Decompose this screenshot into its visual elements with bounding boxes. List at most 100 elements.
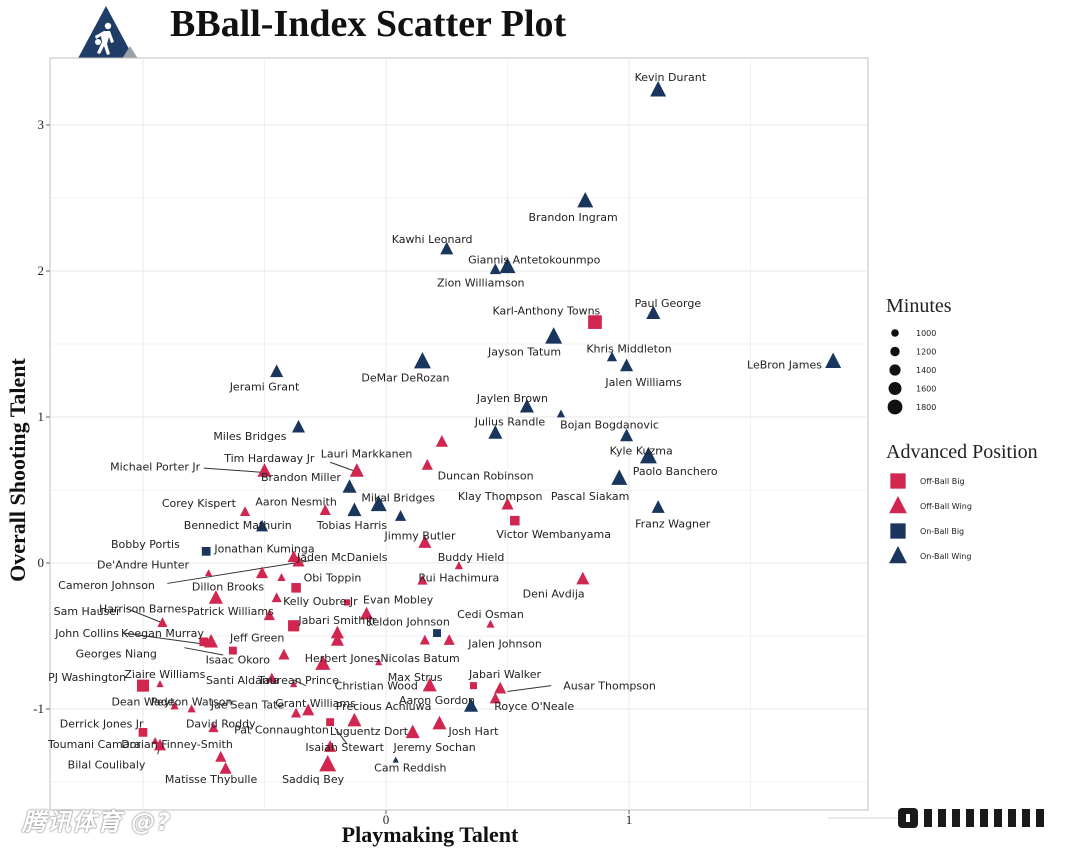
legend-minutes-label: 1400 xyxy=(916,366,936,375)
data-point xyxy=(443,634,455,645)
data-point xyxy=(545,327,563,344)
point-label: Pat Connaughton xyxy=(234,723,329,736)
point-label: Ausar Thompson xyxy=(563,680,656,693)
point-label: Keegan Murray xyxy=(121,627,204,640)
point-label: Tobias Harris xyxy=(316,519,388,532)
point-label: Santi Aldama xyxy=(206,674,279,687)
data-point xyxy=(291,707,302,718)
data-point xyxy=(464,698,479,712)
y-tick-label: 2 xyxy=(38,263,45,278)
data-point xyxy=(395,510,407,521)
point-label: Deni Avdija xyxy=(523,588,585,601)
point-label: Sam Hauser xyxy=(54,605,121,618)
point-label: Evan Mobley xyxy=(363,594,434,607)
point-label: Paul George xyxy=(635,297,702,310)
point-label: Jalen Johnson xyxy=(467,637,542,650)
point-label: DeMar DeRozan xyxy=(361,372,449,385)
legend-position-swatch xyxy=(889,495,907,514)
data-point xyxy=(510,515,520,526)
point-label: Jaylen Brown xyxy=(476,392,548,405)
point-label: Keldon Johnson xyxy=(366,615,450,628)
data-point xyxy=(392,756,399,763)
data-point xyxy=(606,351,618,362)
data-point xyxy=(375,658,383,666)
point-label: Grant Williams xyxy=(275,697,356,710)
data-point xyxy=(208,722,219,733)
leader-line xyxy=(184,647,224,656)
x-tick-label: 1 xyxy=(626,812,633,827)
data-point xyxy=(488,425,503,439)
point-label: Cedi Osman xyxy=(457,608,524,621)
data-point xyxy=(611,469,628,485)
data-point xyxy=(501,497,514,510)
point-label: Michael Porter Jr xyxy=(110,461,200,474)
point-label: Patrick Williams xyxy=(187,605,274,618)
data-point xyxy=(405,724,420,739)
legend-minutes-dot xyxy=(891,329,899,337)
point-label: Bennedict Mathurin xyxy=(184,519,292,532)
data-point xyxy=(413,352,431,369)
data-point xyxy=(271,592,282,603)
point-label: LeBron James xyxy=(747,358,822,371)
legend-minutes-dot xyxy=(889,364,901,376)
point-label: Corey Kispert xyxy=(162,497,237,510)
legend-position-title: Advanced Position xyxy=(886,441,1038,463)
point-label: Brandon Ingram xyxy=(529,211,618,224)
bottom-bar-graphic xyxy=(828,806,1058,835)
legend-minutes-items: 1000 1200 1400 1600 1800 xyxy=(887,329,936,415)
data-point xyxy=(257,463,272,477)
legend-minutes-label: 1000 xyxy=(916,329,936,338)
data-point xyxy=(136,679,150,692)
legend-position-swatch xyxy=(889,545,907,564)
legend-position-label: On-Ball Wing xyxy=(920,552,971,561)
data-point xyxy=(266,672,277,683)
data-point xyxy=(330,633,344,646)
data-point xyxy=(319,504,331,515)
leader-line xyxy=(334,727,348,745)
point-label: Matisse Thybulle xyxy=(165,773,258,786)
data-point xyxy=(576,571,590,585)
data-point xyxy=(825,352,842,369)
point-label: Aaron Gordon xyxy=(399,694,475,707)
point-label: Dorian Finney-Smith xyxy=(121,738,233,751)
point-label: Josh Hart xyxy=(447,725,499,738)
y-tick-label: -1 xyxy=(33,701,44,716)
y-tick-label: 3 xyxy=(38,117,45,132)
data-point xyxy=(588,315,602,329)
data-point xyxy=(319,754,337,772)
point-label: Precious Achiuwa xyxy=(336,700,432,713)
legend-position-label: On-Ball Big xyxy=(920,527,964,536)
point-label: Jonathan Kuminga xyxy=(213,542,314,555)
data-point xyxy=(432,715,447,730)
point-label: Brandon Miller xyxy=(261,471,341,484)
data-point xyxy=(270,364,284,378)
data-point xyxy=(208,590,223,604)
point-label: Duncan Robinson xyxy=(438,469,534,482)
point-label: Klay Thompson xyxy=(458,490,543,503)
point-label: Toumani Camara xyxy=(47,738,141,751)
data-point xyxy=(156,680,164,688)
point-label: Franz Wagner xyxy=(635,518,711,531)
y-axis-label: Overall Shooting Talent xyxy=(5,357,30,581)
data-point xyxy=(433,629,441,638)
point-label: Christian Wood xyxy=(335,680,418,693)
point-label: Jaden McDaniels xyxy=(296,551,388,564)
data-point xyxy=(489,263,501,275)
data-point xyxy=(315,655,331,670)
data-point xyxy=(256,519,269,532)
point-label: Isaac Okoro xyxy=(206,653,271,666)
data-point xyxy=(204,633,219,648)
point-label: Royce O'Neale xyxy=(494,700,574,713)
point-label: Miles Bridges xyxy=(213,430,286,443)
data-point xyxy=(138,727,148,737)
axis-ticks: 0 1 -1 0 1 2 3 xyxy=(33,117,632,827)
legend-position-label: Off-Ball Big xyxy=(920,477,965,486)
data-point xyxy=(639,446,657,464)
data-point xyxy=(519,398,534,413)
point-label: Obi Toppin xyxy=(304,572,362,585)
data-point xyxy=(219,762,232,774)
data-points xyxy=(136,80,842,774)
point-label: Jayson Tatum xyxy=(487,345,561,358)
data-point xyxy=(290,680,298,688)
point-labels: Kevin Durant Brandon Ingram Kawhi Leonard G… xyxy=(47,71,822,786)
